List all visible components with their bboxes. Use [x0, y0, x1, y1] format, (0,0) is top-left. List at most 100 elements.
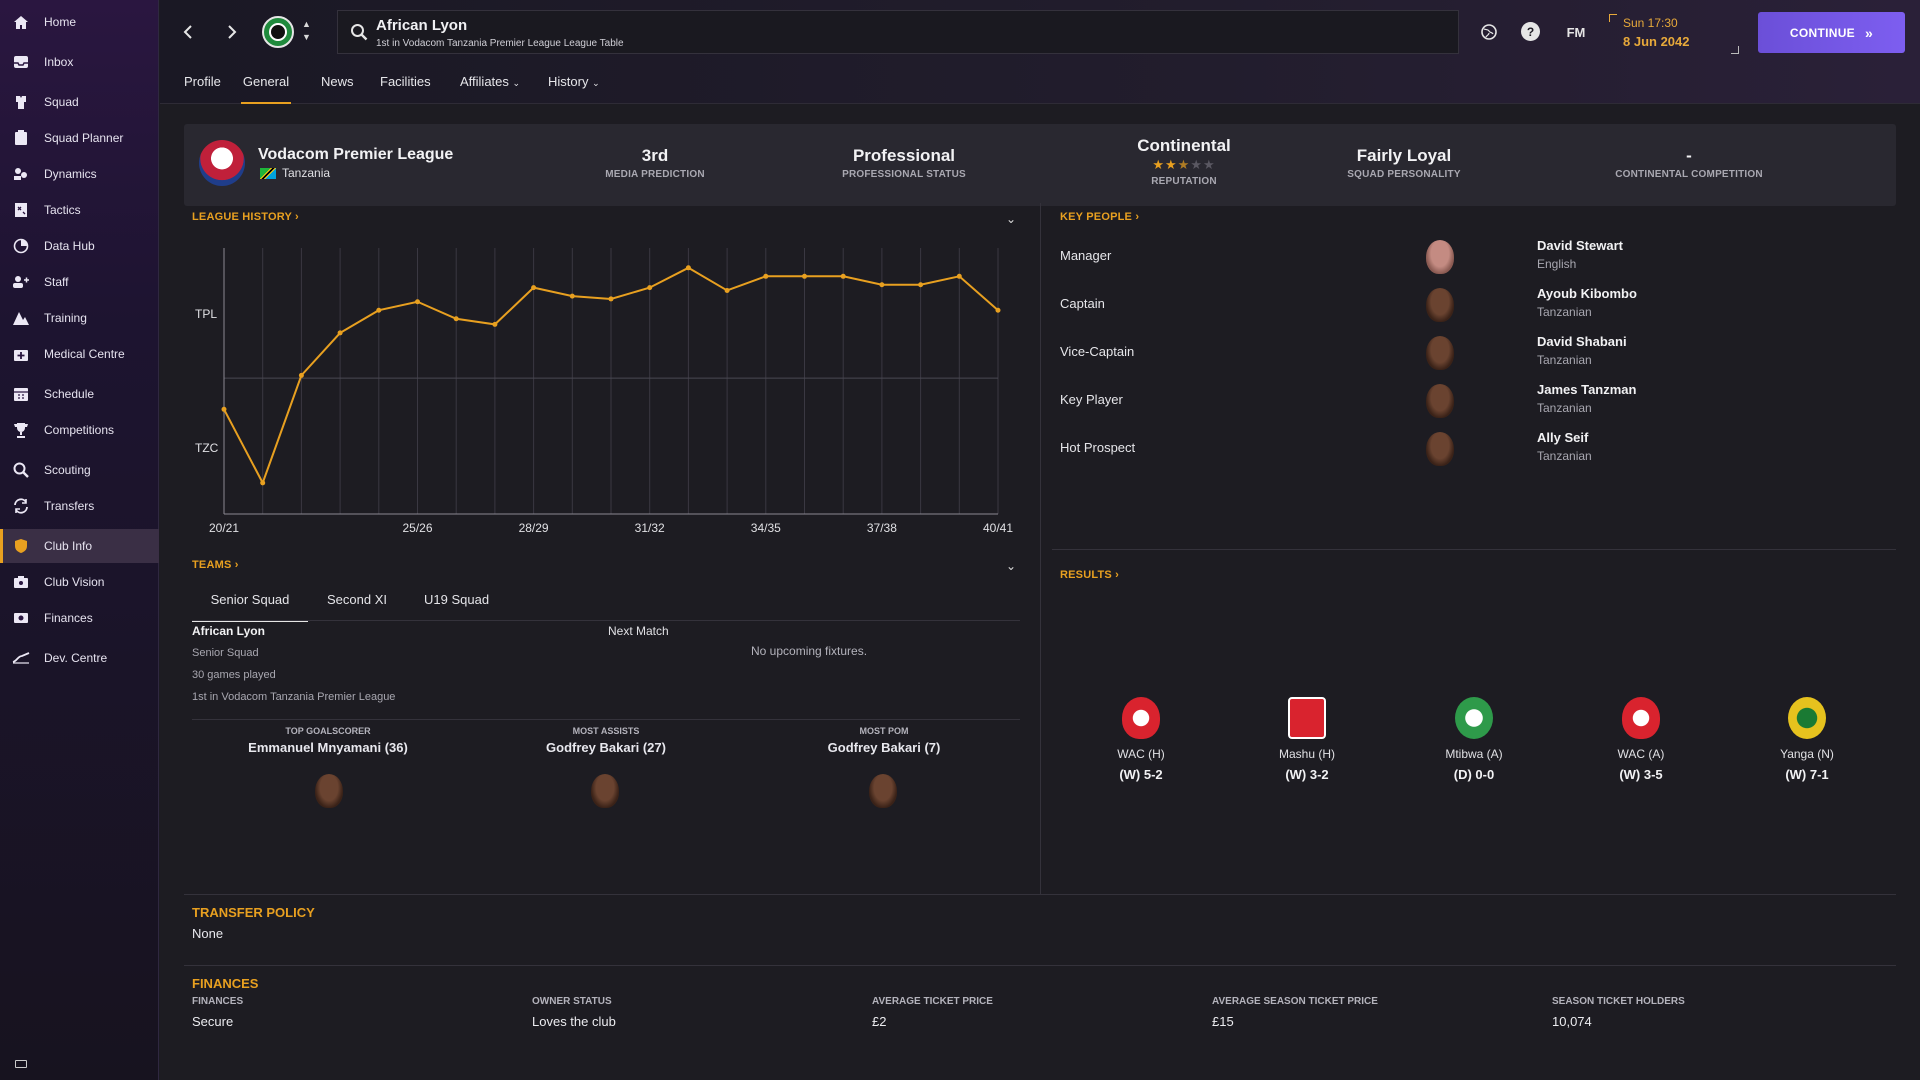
- x-tick-label: 40/41: [983, 521, 1013, 535]
- collapse-chevron-icon[interactable]: ⌄: [1006, 559, 1017, 573]
- result-item[interactable]: Mashu (H) (W) 3-2: [1247, 697, 1367, 782]
- continental-competition: - CONTINENTAL COMPETITION: [1604, 146, 1774, 180]
- stat-label: MEDIA PREDICTION: [605, 169, 705, 180]
- stat-value: 3rd: [641, 146, 669, 165]
- sidebar-item-inbox[interactable]: Inbox: [0, 45, 159, 79]
- tab-senior-squad[interactable]: Senior Squad: [192, 592, 308, 622]
- tab-facilities[interactable]: Facilities: [380, 74, 431, 89]
- sidebar-item-squad[interactable]: Squad: [0, 85, 159, 119]
- team-name[interactable]: African Lyon: [192, 624, 265, 638]
- games-played: 30 games played: [192, 669, 276, 681]
- help-icon[interactable]: ?: [1521, 22, 1540, 41]
- divider: [1052, 549, 1896, 550]
- result-item[interactable]: WAC (A) (W) 3-5: [1581, 697, 1701, 782]
- fm-menu-button[interactable]: FM: [1566, 24, 1586, 40]
- finances-icon: [12, 610, 30, 626]
- role-key-player: Key Player: [1060, 392, 1123, 407]
- key-people-header[interactable]: KEY PEOPLE ›: [1060, 211, 1140, 223]
- continue-button[interactable]: CONTINUE »: [1758, 12, 1905, 53]
- sidebar-item-home[interactable]: Home: [0, 5, 159, 39]
- tab-label: History: [548, 74, 589, 89]
- data-point: [531, 285, 537, 291]
- finance-label: AVERAGE SEASON TICKET PRICE: [1212, 996, 1378, 1007]
- league-history-header[interactable]: LEAGUE HISTORY ›: [192, 211, 299, 223]
- league-country[interactable]: Tanzania: [282, 166, 331, 180]
- chevron-down-icon: ⌄: [512, 78, 521, 88]
- stat-value: Fairly Loyal: [1356, 146, 1452, 165]
- transfer-policy-value: None: [192, 926, 224, 941]
- sidebar-item-competitions[interactable]: Competitions: [0, 413, 159, 447]
- club-switch-arrows-icon[interactable]: ▲ ▼: [302, 19, 311, 42]
- sidebar-item-schedule[interactable]: Schedule: [0, 377, 159, 411]
- sidebar-item-label: Staff: [44, 275, 69, 289]
- x-tick-label: 37/38: [867, 521, 897, 535]
- reputation: Continental ★★★★★ REPUTATION: [1129, 136, 1239, 187]
- tab-u19-squad[interactable]: U19 Squad: [424, 592, 490, 607]
- keyboard-icon[interactable]: [15, 1060, 27, 1068]
- collapse-chevron-icon[interactable]: ⌄: [1006, 212, 1017, 226]
- sidebar-item-medical-centre[interactable]: Medical Centre: [0, 337, 159, 371]
- stat-label: PROFESSIONAL STATUS: [842, 169, 966, 180]
- sidebar-item-squad-planner[interactable]: Squad Planner: [0, 121, 159, 155]
- sidebar-item-label: Schedule: [44, 387, 95, 401]
- person-name[interactable]: David Shabani: [1537, 334, 1627, 349]
- wac-crest-icon: [1622, 697, 1660, 739]
- result-team: WAC (H): [1117, 747, 1165, 761]
- tab-second-xi[interactable]: Second XI: [327, 592, 387, 607]
- data-point: [763, 273, 769, 279]
- role-manager: Manager: [1060, 248, 1112, 263]
- sidebar-item-staff[interactable]: Staff: [0, 265, 159, 299]
- sidebar-item-club-info[interactable]: Club Info: [0, 529, 159, 563]
- person-name[interactable]: Ayoub Kibombo: [1537, 286, 1637, 301]
- person-name[interactable]: James Tanzman: [1537, 382, 1637, 397]
- y-label-tzc: TZC: [195, 441, 219, 455]
- wac-crest-icon: [1122, 697, 1160, 739]
- finance-value: Secure: [192, 1014, 234, 1029]
- squad-icon: [12, 94, 30, 110]
- result-item[interactable]: Mtibwa (A) (D) 0-0: [1414, 697, 1534, 782]
- squad-personality: Fairly Loyal SQUAD PERSONALITY: [1334, 146, 1474, 180]
- sidebar-item-dev-centre[interactable]: Dev. Centre: [0, 641, 159, 675]
- section-title: TEAMS: [192, 559, 232, 571]
- world-icon[interactable]: [1479, 22, 1499, 42]
- sidebar-item-scouting[interactable]: Scouting: [0, 453, 159, 487]
- player-name[interactable]: Godfrey Bakari (7): [827, 740, 941, 755]
- player-face-avatar: [591, 774, 619, 808]
- manager-face-avatar: [1426, 240, 1454, 274]
- stat-label: CONTINENTAL COMPETITION: [1615, 169, 1763, 180]
- sidebar-item-dynamics[interactable]: Dynamics: [0, 157, 159, 191]
- tab-affiliates[interactable]: Affiliates ⌄: [460, 70, 520, 104]
- league-name[interactable]: Vodacom Premier League: [258, 146, 454, 163]
- teams-header[interactable]: TEAMS ›: [192, 559, 239, 571]
- forward-arrow-icon[interactable]: [218, 18, 246, 46]
- team-type: Senior Squad: [192, 647, 259, 659]
- person-name[interactable]: Ally Seif: [1537, 430, 1589, 445]
- mashu-crest-icon: [1288, 697, 1326, 739]
- player-name[interactable]: Godfrey Bakari (27): [546, 740, 666, 755]
- tab-profile[interactable]: Profile: [184, 74, 221, 89]
- back-arrow-icon[interactable]: [174, 18, 202, 46]
- person-name[interactable]: David Stewart: [1537, 238, 1623, 253]
- player-name[interactable]: Emmanuel Mnyamani (36): [248, 740, 408, 755]
- finance-label: FINANCES: [192, 996, 244, 1007]
- sidebar-item-training[interactable]: Training: [0, 301, 159, 335]
- sidebar-item-club-vision[interactable]: Club Vision: [0, 565, 159, 599]
- sidebar-item-finances[interactable]: Finances: [0, 601, 159, 635]
- tab-general[interactable]: General: [241, 70, 291, 104]
- tab-news[interactable]: News: [321, 74, 354, 89]
- top-goalscorer: TOP GOALSCORER Emmanuel Mnyamani (36): [192, 726, 464, 755]
- tab-history[interactable]: History ⌄: [548, 70, 600, 104]
- most-assists: MOST ASSISTS Godfrey Bakari (27): [470, 726, 742, 755]
- divider: [184, 965, 1896, 966]
- sidebar-item-tactics[interactable]: Tactics: [0, 193, 159, 227]
- club-crest[interactable]: [262, 16, 294, 48]
- game-date[interactable]: Sun 17:30 8 Jun 2042: [1609, 14, 1739, 54]
- results-header[interactable]: RESULTS ›: [1060, 569, 1120, 581]
- result-item[interactable]: WAC (H) (W) 5-2: [1081, 697, 1201, 782]
- stat-label: TOP GOALSCORER: [285, 726, 371, 736]
- sidebar-item-transfers[interactable]: Transfers: [0, 489, 159, 523]
- sidebar-item-label: Finances: [44, 611, 93, 625]
- result-item[interactable]: Yanga (N) (W) 7-1: [1747, 697, 1867, 782]
- sidebar-item-data-hub[interactable]: Data Hub: [0, 229, 159, 263]
- club-search-box[interactable]: African Lyon 1st in Vodacom Tanzania Pre…: [337, 10, 1459, 54]
